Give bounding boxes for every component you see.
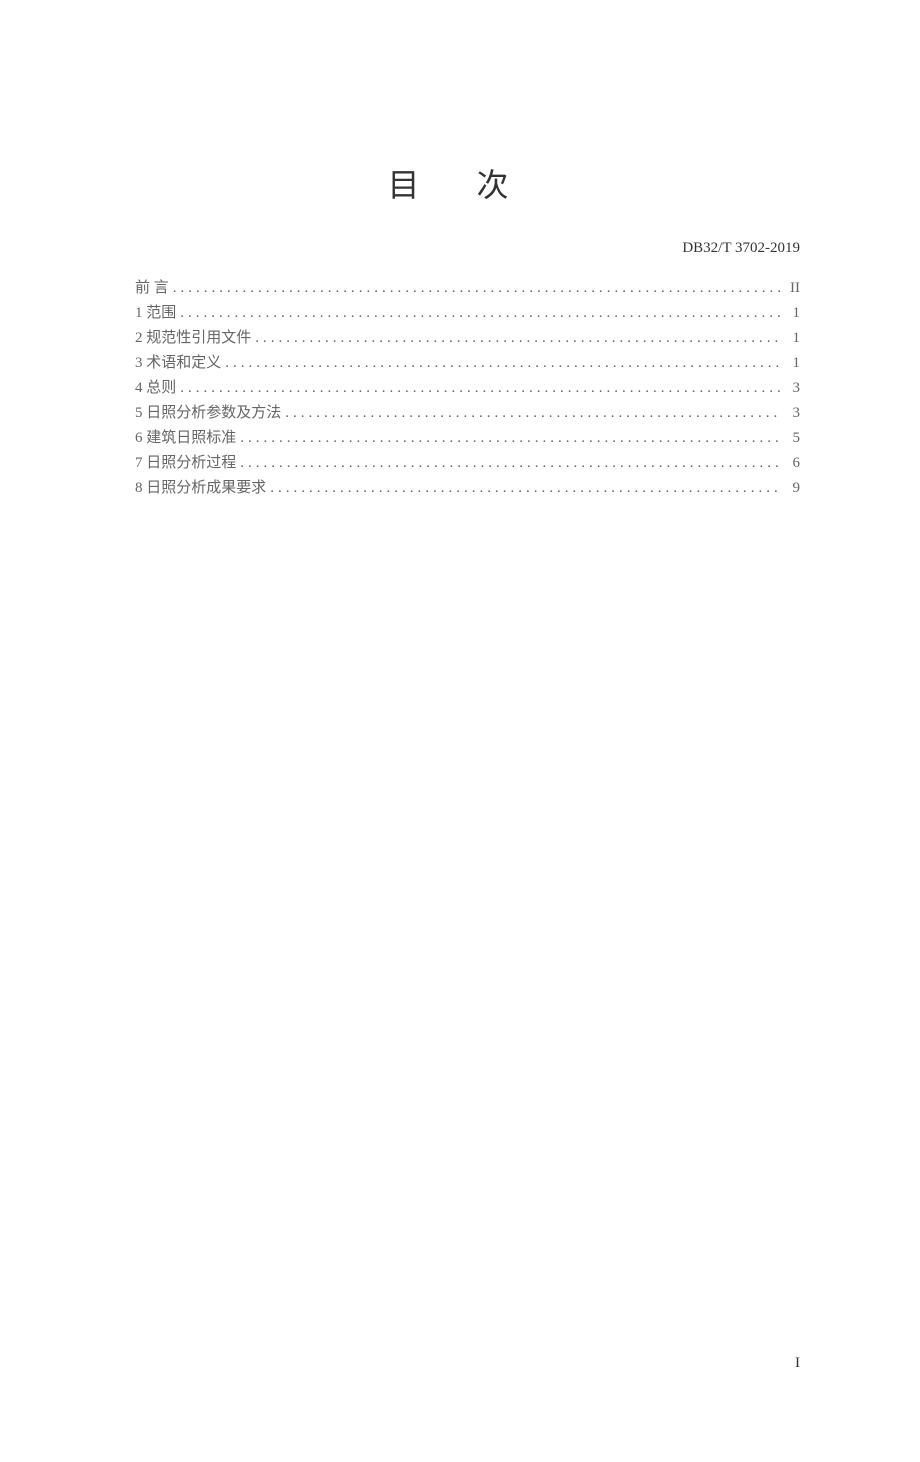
toc-page: 1 [780,351,800,376]
toc-dots [180,376,780,401]
toc-page: 3 [780,376,800,401]
toc-row: 1 范围 1 [135,301,800,326]
toc-dots [240,426,780,451]
toc-label: 6 建筑日照标准 [135,426,240,451]
toc-dots [285,401,780,426]
toc-label: 7 日照分析过程 [135,451,240,476]
toc-row: 3 术语和定义 1 [135,351,800,376]
toc-row: 7 日照分析过程 6 [135,451,800,476]
toc-page: 3 [780,401,800,426]
toc-dots [173,276,780,301]
toc-page: 1 [780,301,800,326]
toc-label: 8 日照分析成果要求 [135,476,270,501]
toc-page: 5 [780,426,800,451]
toc-row: 前 言 II [135,276,800,301]
page-title: 目 次 [0,160,920,206]
toc-page: 9 [780,476,800,501]
toc-label: 5 日照分析参数及方法 [135,401,285,426]
toc-page: 6 [780,451,800,476]
toc-page: II [780,276,800,301]
toc-label: 1 范围 [135,301,180,326]
toc-row: 5 日照分析参数及方法 3 [135,401,800,426]
toc-page: 1 [780,326,800,351]
toc-label: 4 总则 [135,376,180,401]
toc-dots [225,351,780,376]
toc-label: 3 术语和定义 [135,351,225,376]
toc-label: 2 规范性引用文件 [135,326,255,351]
standard-code: DB32/T 3702-2019 [682,240,800,257]
toc-label: 前 言 [135,276,173,301]
toc-row: 6 建筑日照标准 5 [135,426,800,451]
toc-row: 2 规范性引用文件 1 [135,326,800,351]
toc-row: 8 日照分析成果要求 9 [135,476,800,501]
table-of-contents: 前 言 II 1 范围 1 2 规范性引用文件 1 3 术语和定义 1 4 总则… [0,276,920,501]
page-number: I [795,1355,800,1372]
toc-dots [255,326,780,351]
toc-dots [180,301,780,326]
toc-dots [240,451,780,476]
toc-row: 4 总则 3 [135,376,800,401]
toc-dots [270,476,780,501]
